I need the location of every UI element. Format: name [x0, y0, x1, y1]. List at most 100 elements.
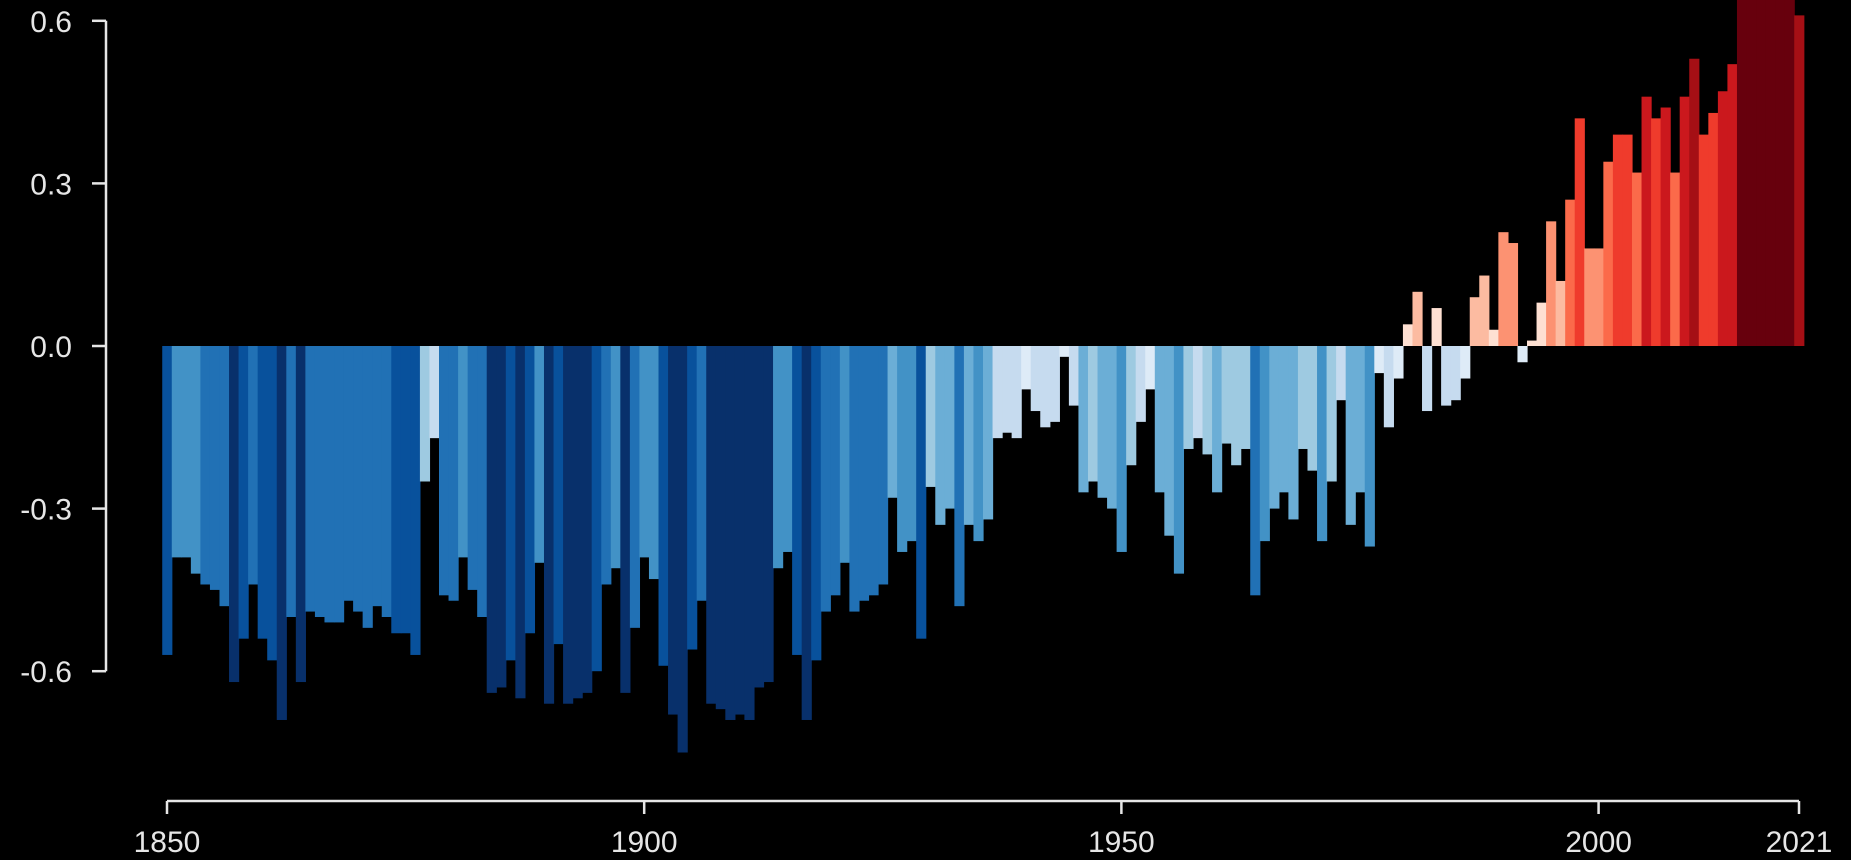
bar-1900 [639, 346, 650, 558]
bar-1889 [534, 346, 545, 563]
bar-1938 [1002, 346, 1013, 433]
bar-1890 [543, 346, 555, 704]
bar-1867 [324, 346, 335, 623]
bar-2012 [1708, 112, 1719, 346]
bar-2007 [1660, 107, 1671, 347]
bar-1983 [1431, 308, 1442, 346]
bar-1892 [563, 346, 574, 704]
bar-1872 [372, 346, 383, 607]
bar-1951 [1126, 346, 1137, 466]
bar-1968 [1288, 346, 1299, 520]
bar-1975 [1355, 346, 1366, 493]
bar-1929 [916, 346, 927, 639]
bar-1952 [1135, 346, 1146, 422]
bar-1881 [458, 346, 469, 558]
x-axis: 1850 1900 1950 2000 2021 [134, 799, 1832, 859]
bar-1986 [1460, 346, 1471, 379]
bar-1898 [620, 346, 631, 693]
bar-1868 [334, 346, 345, 623]
bar-1954 [1154, 346, 1165, 493]
bar-2009 [1679, 96, 1690, 347]
bar-1914 [773, 346, 784, 569]
bar-1883 [477, 346, 488, 617]
bar-1874 [391, 346, 402, 634]
bar-1925 [878, 346, 889, 585]
bar-1956 [1173, 346, 1185, 574]
bar-1969 [1297, 346, 1309, 449]
x-tick-label: 2000 [1565, 826, 1632, 859]
bar-1978 [1383, 346, 1394, 428]
bar-1876 [410, 346, 421, 655]
bar-1998 [1574, 118, 1585, 346]
bar-1949 [1107, 346, 1118, 509]
bar-1935 [973, 346, 984, 542]
bar-1997 [1565, 199, 1576, 346]
bar-1976 [1364, 346, 1375, 547]
bar-1931 [935, 346, 946, 525]
bar-1927 [897, 346, 908, 552]
bar-1880 [448, 346, 459, 601]
bar-1965 [1259, 346, 1270, 542]
bar-1884 [486, 346, 497, 693]
bar-1992 [1517, 346, 1528, 363]
bar-1948 [1097, 346, 1108, 498]
bar-2004 [1631, 172, 1643, 346]
bar-1985 [1450, 346, 1461, 401]
bar-1912 [753, 346, 765, 688]
bar-1895 [591, 346, 602, 672]
bar-1991 [1507, 243, 1519, 346]
bar-1854 [200, 346, 211, 585]
bar-1937 [992, 346, 1003, 439]
bar-1915 [782, 346, 793, 552]
bar-1963 [1240, 346, 1251, 449]
bar-2021 [1794, 15, 1805, 346]
bar-series [162, 0, 1805, 753]
bar-1908 [715, 346, 726, 710]
bar-1926 [887, 346, 898, 498]
bar-1853 [190, 346, 201, 574]
bar-1865 [305, 346, 316, 612]
bar-1882 [467, 346, 478, 590]
bar-1875 [400, 346, 411, 634]
bar-2013 [1717, 91, 1729, 346]
bar-1958 [1192, 346, 1204, 439]
bar-1897 [610, 346, 621, 569]
bar-2017 [1756, 0, 1767, 346]
bar-1928 [906, 346, 917, 542]
bar-2002 [1612, 134, 1624, 346]
bar-1942 [1040, 346, 1051, 428]
y-axis: -0.6 -0.3 0.0 0.3 0.6 [20, 6, 108, 689]
bar-1850 [162, 346, 173, 655]
bar-1960 [1212, 346, 1223, 493]
bar-1988 [1479, 275, 1490, 346]
bar-1906 [696, 346, 707, 601]
bar-1873 [381, 346, 392, 617]
bar-1919 [820, 346, 831, 612]
bar-1922 [849, 346, 860, 612]
bar-1967 [1278, 346, 1289, 493]
bar-1966 [1269, 346, 1280, 509]
bar-1934 [963, 346, 975, 525]
bar-1910 [734, 346, 745, 715]
bar-1932 [944, 346, 955, 509]
bar-1856 [219, 346, 230, 607]
bar-1987 [1469, 297, 1480, 346]
x-tick-label: 1950 [1088, 826, 1155, 859]
bar-1855 [209, 346, 221, 590]
bar-2020 [1784, 0, 1795, 346]
bar-2011 [1698, 134, 1709, 346]
bar-1862 [276, 346, 287, 720]
bar-1918 [811, 346, 822, 661]
bar-1869 [343, 346, 354, 601]
bar-1996 [1555, 280, 1566, 346]
bar-1877 [419, 346, 431, 482]
bar-1940 [1021, 346, 1032, 390]
bar-2014 [1727, 64, 1738, 346]
y-tick-label: 0.3 [30, 168, 72, 201]
bar-1920 [830, 346, 841, 596]
bar-1891 [553, 346, 564, 645]
bar-1886 [505, 346, 516, 661]
bar-1994 [1536, 302, 1547, 346]
bar-1946 [1078, 346, 1089, 493]
